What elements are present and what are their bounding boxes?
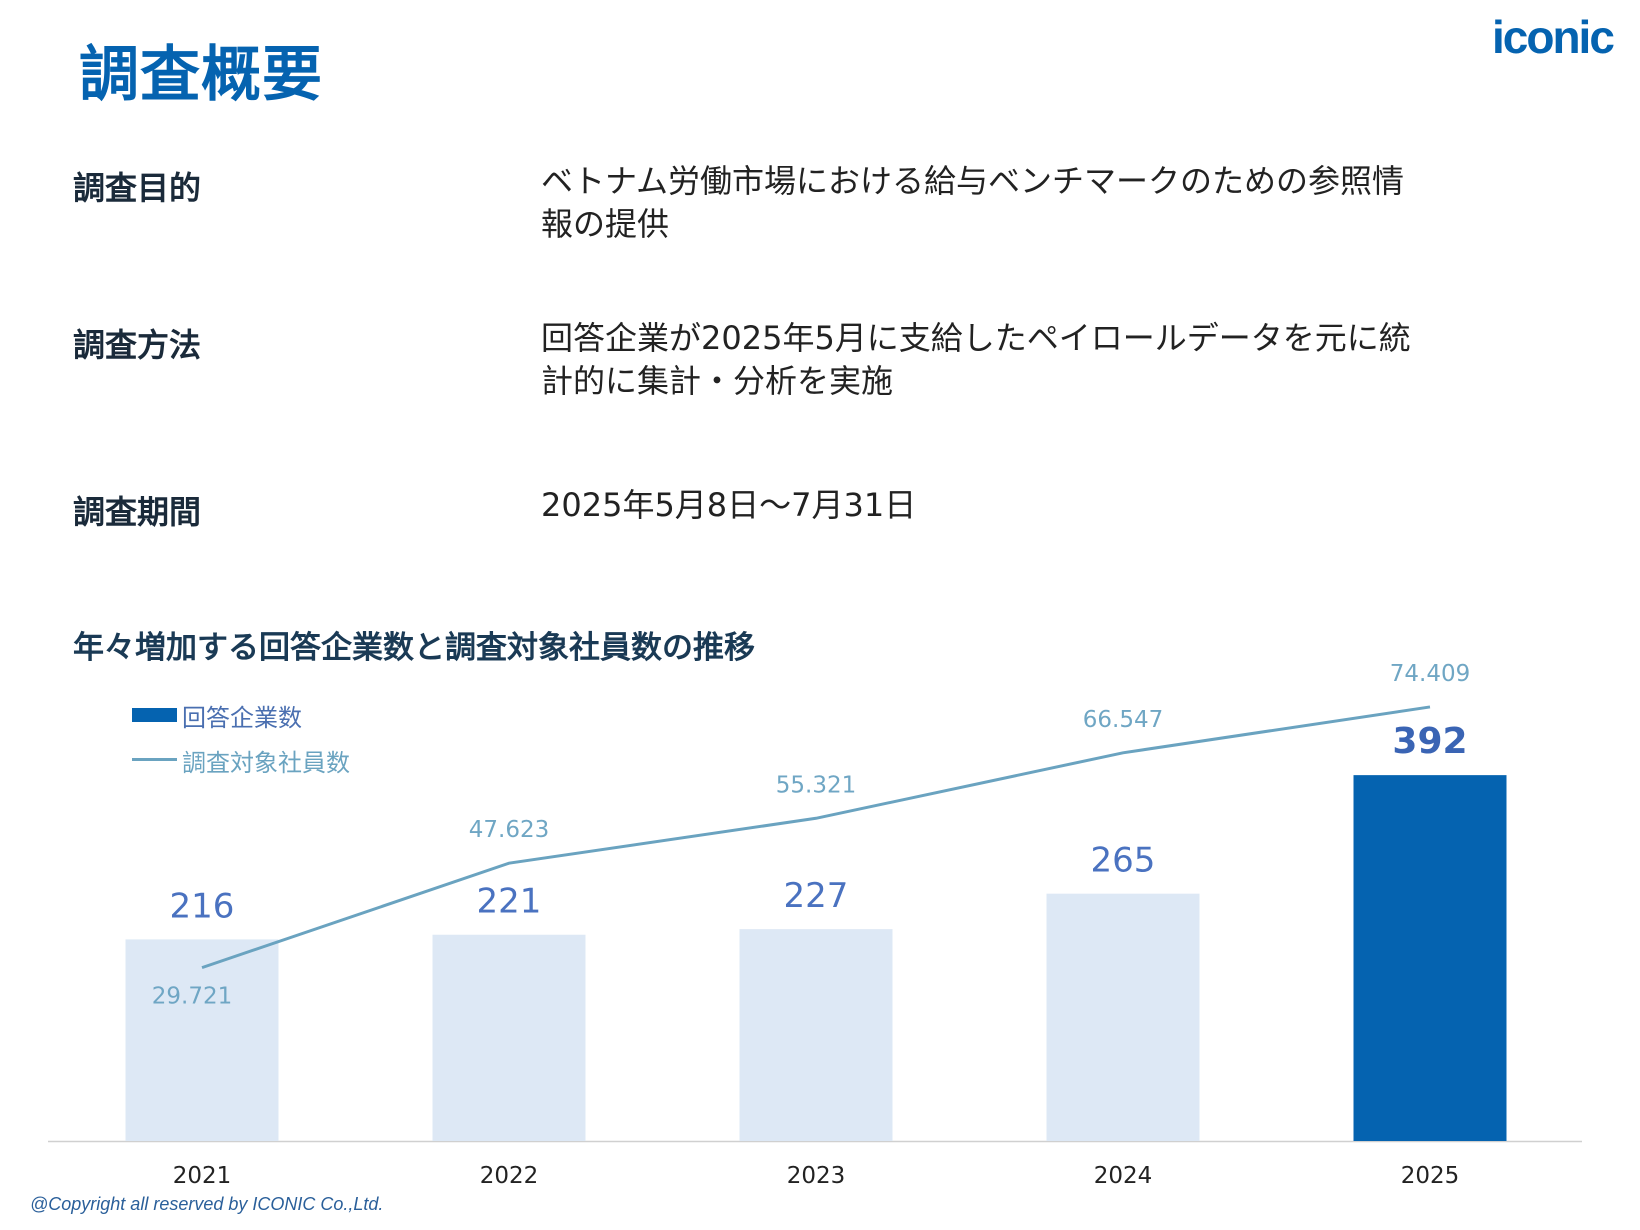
period-value: 2025年5月8日～7月31日	[541, 484, 1561, 527]
period-label: 調査期間	[73, 493, 202, 531]
x-tick-2021: 2021	[173, 1163, 232, 1189]
period-line-1: 2025年5月8日～7月31日	[541, 486, 917, 524]
line-label-2025: 74.409	[1390, 661, 1470, 687]
line-label-2023: 55.321	[776, 772, 856, 798]
bar-2025	[1353, 775, 1507, 1141]
legend-line-swatch	[132, 758, 177, 761]
line-label-2021: 29.721	[152, 984, 232, 1010]
bar-label-2021: 216	[170, 886, 235, 926]
line-series	[201, 705, 1431, 970]
bar-label-2023: 227	[784, 876, 849, 916]
method-value: 回答企業が2025年5月に支給したペイロールデータを元に統 計的に集計・分析を実…	[541, 317, 1561, 403]
bar-2021	[125, 939, 279, 1141]
x-tick-2022: 2022	[480, 1163, 539, 1189]
copyright: @Copyright all reserved by ICONIC Co.,Lt…	[30, 1194, 384, 1214]
line-label-2022: 47.623	[469, 817, 549, 843]
purpose-value: ベトナム労働市場における給与ベンチマークのための参照情 報の提供	[541, 160, 1561, 246]
purpose-line-2: 報の提供	[541, 205, 670, 243]
method-label: 調査方法	[73, 326, 202, 364]
purpose-line-1: ベトナム労働市場における給与ベンチマークのための参照情	[541, 162, 1405, 200]
legend-bar-label: 回答企業数	[182, 704, 302, 732]
page-title: 調査概要	[79, 40, 323, 110]
bar-2022	[432, 934, 586, 1141]
bar-label-2024: 265	[1091, 841, 1156, 881]
method-line-2: 計的に集計・分析を実施	[541, 362, 894, 400]
legend-line-label: 調査対象社員数	[182, 749, 350, 777]
line-label-2024: 66.547	[1083, 707, 1163, 733]
iconic-logo: iconic	[1492, 11, 1615, 63]
x-tick-2024: 2024	[1094, 1163, 1153, 1189]
x-tick-2025: 2025	[1401, 1163, 1460, 1189]
purpose-label: 調査目的	[73, 169, 202, 207]
legend-bar-swatch	[132, 708, 177, 722]
method-line-1: 回答企業が2025年5月に支給したペイロールデータを元に統	[541, 319, 1411, 357]
x-tick-2023: 2023	[787, 1163, 846, 1189]
bar-2024	[1046, 893, 1200, 1141]
chart-title: 年々増加する回答企業数と調査対象社員数の推移	[73, 630, 755, 666]
bar-2023	[739, 929, 893, 1141]
bar-label-2022: 221	[477, 882, 542, 922]
bar-label-2025: 392	[1392, 721, 1467, 762]
